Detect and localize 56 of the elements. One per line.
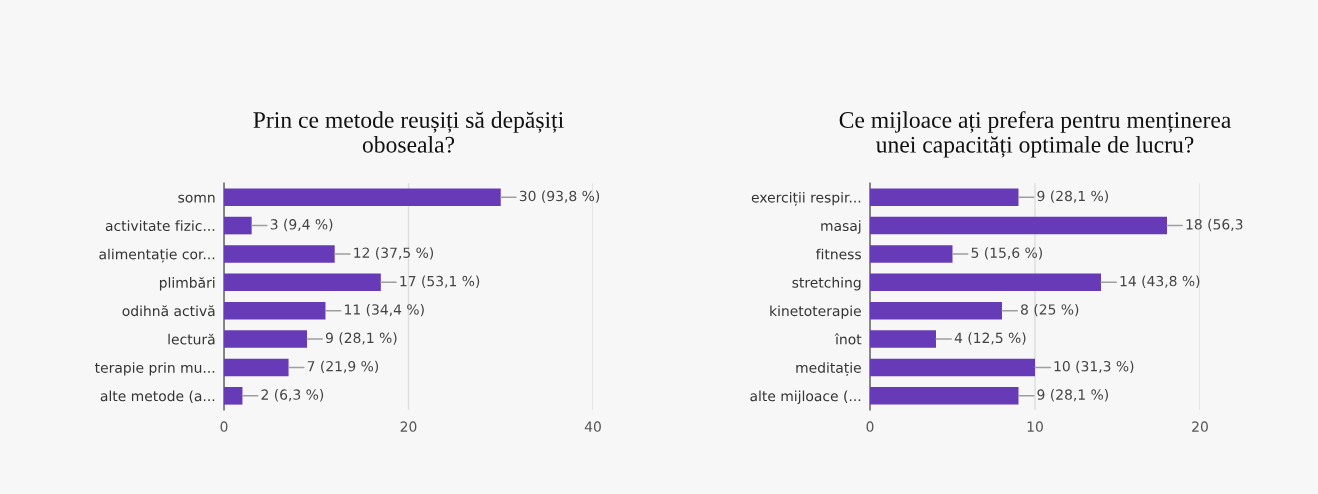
x-tick-label: 20 (400, 421, 417, 432)
x-tick-label: 0 (866, 421, 874, 432)
data-label: 11 (34,4 %) (345, 303, 424, 317)
bar (870, 301, 1002, 320)
bar (224, 245, 335, 263)
y-tick-label: somn (178, 194, 215, 203)
bar (870, 330, 936, 348)
y-tick-label: stretching (792, 277, 861, 291)
y-tick-label: exerciții respir... (751, 191, 861, 206)
y-tick-label: fitness (815, 248, 861, 260)
data-label: 3 (9,4 %) (270, 218, 333, 232)
data-label: 9 (28,1 %) (325, 332, 397, 345)
bar (870, 245, 953, 263)
y-tick-label: activitate fizic... (105, 220, 215, 232)
y-tick-label: lectură (168, 333, 215, 345)
bar (870, 387, 1019, 405)
data-label: 12 (37,5 %) (354, 247, 434, 260)
data-label: 4 (12,5 %) (954, 332, 1026, 345)
y-tick-label: terapie prin mu... (95, 362, 215, 376)
data-label: 9 (28,1 %) (1037, 190, 1108, 203)
y-tick-label: alimentație cor... (99, 248, 215, 263)
data-label: 5 (15,6 %) (971, 247, 1042, 260)
bar (870, 188, 1019, 206)
bar (870, 216, 1167, 235)
data-label: 7 (21,9 %) (307, 360, 379, 374)
x-tick-label: 0 (220, 421, 228, 432)
y-tick-label: plimbări (159, 277, 215, 291)
bar (870, 358, 1035, 377)
data-label: 14 (43,8 %) (1120, 275, 1200, 288)
x-tick-label: 20 (1192, 421, 1208, 432)
x-tick-label: 10 (1027, 421, 1043, 432)
bar (224, 330, 308, 348)
data-label: 17 (53,1 %) (400, 275, 480, 288)
x-tick-label: 40 (584, 421, 601, 432)
data-label: 10 (31,3 %) (1054, 360, 1134, 374)
bar (224, 358, 289, 377)
bar (224, 273, 381, 292)
bar (224, 387, 243, 405)
data-label: 8 (25 %) (1021, 303, 1079, 317)
chart-title: Prin ce metode reușiți să depășiți oboseala? (253, 111, 564, 153)
y-tick-label: meditație (796, 362, 861, 377)
y-tick-label: înot (834, 333, 862, 345)
data-label: 30 (93,8 %) (519, 190, 600, 203)
y-tick-label: masaj (821, 220, 861, 234)
chart-title: Ce mijloace ați prefera pentru menținerea unei capacități optimale de lucru? (839, 111, 1231, 158)
bar (870, 273, 1101, 292)
bar (224, 188, 501, 206)
y-tick-label: kinetoterapie (770, 305, 861, 319)
data-label: 2 (6,3 %) (261, 389, 324, 402)
data-label: 9 (28,1 %) (1037, 389, 1108, 402)
y-tick-label: odihnă activă (122, 305, 215, 317)
y-tick-label: alte mijloace (... (750, 390, 861, 404)
y-tick-label: alte metode (a... (100, 390, 215, 403)
data-label: 18 (56,3 (1186, 218, 1243, 232)
bar (224, 301, 326, 320)
bar (224, 216, 252, 235)
